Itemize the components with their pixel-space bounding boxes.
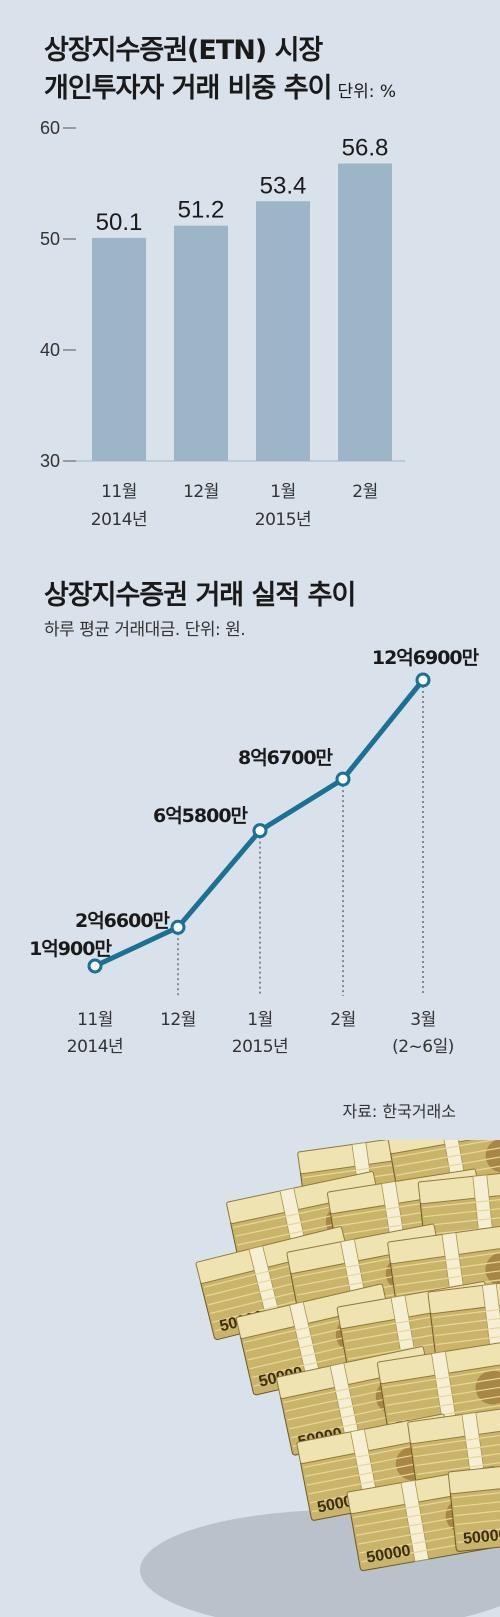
- data-point: [170, 919, 186, 935]
- bundle-edge-line: [436, 1326, 500, 1346]
- bundle-top: [195, 1226, 347, 1284]
- x-category-sublabel: (2~6일): [392, 1037, 454, 1057]
- bar-chart-title-text: 개인투자자 거래 비중 추이: [44, 73, 332, 104]
- line-chart-title: 상장지수증권 거래 실적 추이: [44, 580, 356, 611]
- x-category-sublabel: 2014년: [91, 510, 147, 530]
- bundle-edge-line: [413, 1426, 500, 1449]
- bar-chart-title-line1: 상장지수증권(ETN) 시장: [44, 35, 323, 66]
- portrait-mark: [485, 1252, 500, 1287]
- bundle-edge-line: [393, 1246, 500, 1269]
- bundle-band: [400, 1479, 430, 1562]
- bundle-edge-line: [384, 1373, 500, 1398]
- bar: [174, 225, 228, 461]
- y-tick-label: 50: [40, 229, 60, 249]
- bundle-edge-line: [395, 1264, 500, 1287]
- bundle-top: [376, 1338, 500, 1385]
- bar-chart-unit: 단위: %: [337, 82, 397, 102]
- bundle-edge-line: [455, 1508, 500, 1526]
- bundle-edge-line: [414, 1435, 500, 1458]
- bar: [92, 237, 146, 461]
- x-category-sublabel: 2014년: [67, 1037, 123, 1057]
- data-point-label: 12억6900만: [372, 647, 480, 669]
- y-tick-label: 40: [40, 340, 60, 360]
- data-point-label: 8억6700만: [238, 747, 334, 769]
- x-category-label: 1월: [247, 1010, 272, 1030]
- bar-value-label: 56.8: [342, 135, 389, 162]
- portrait-mark: [475, 1370, 500, 1405]
- bar-chart: 30 40 50 60 50.1 11월 2014년 51.2 12월 53.4 1월 2015년 56…: [40, 118, 405, 530]
- y-tick-label: 60: [40, 118, 60, 138]
- bundle-edge-line: [416, 1453, 500, 1475]
- bundle-top: [407, 1401, 500, 1445]
- bundle-edge-line: [383, 1364, 500, 1389]
- x-category-label: 12월: [183, 482, 219, 502]
- x-category-label: 2월: [352, 482, 377, 502]
- bundle-top: [417, 1166, 500, 1205]
- x-category-label: 2월: [330, 1010, 355, 1030]
- data-point: [87, 958, 103, 974]
- bundle-edge-line: [456, 1517, 500, 1535]
- banknotes-graphic: 5000050000500005000050000500005000050000…: [140, 1140, 500, 1617]
- bundle-edge-line: [457, 1526, 500, 1544]
- bundle-top: [235, 1283, 388, 1339]
- x-category-label: 11월: [77, 1010, 113, 1030]
- bundle-edge-line: [424, 1209, 500, 1227]
- data-point-label: 6억5800만: [153, 805, 249, 827]
- bundle-edge-line: [394, 1140, 500, 1167]
- bundle-edge-line: [453, 1490, 500, 1508]
- bundle-edge-line: [452, 1481, 500, 1499]
- bundle-edge-line: [422, 1191, 500, 1209]
- bundle-edge-line: [454, 1499, 500, 1517]
- x-category-sublabel: 2015년: [255, 510, 311, 530]
- bundle-top: [226, 1171, 378, 1225]
- x-category-label: 3월: [410, 1010, 435, 1030]
- bar: [256, 201, 310, 461]
- source-note: 자료: 한국거래소: [342, 1102, 456, 1121]
- bundle-top: [427, 1273, 500, 1315]
- x-category-label: 12월: [160, 1010, 196, 1030]
- x-category-label: 1월: [270, 482, 295, 502]
- data-point: [252, 823, 268, 839]
- bundle-edge-line: [394, 1255, 500, 1278]
- banknote-stack-illustration: 5000050000500005000050000500005000050000…: [0, 1140, 500, 1617]
- data-point: [335, 771, 351, 787]
- banknote-bundle: 50000: [447, 1456, 500, 1552]
- bundle-top: [447, 1456, 500, 1495]
- bundle-edge-line: [396, 1149, 500, 1176]
- bar-chart-title-line2: 개인투자자 거래 비중 추이 단위: %: [44, 66, 396, 105]
- bundle-edge-line: [432, 1299, 500, 1319]
- bundle-edge-line: [435, 1317, 500, 1337]
- bundle-edge-line: [433, 1308, 500, 1328]
- bar-value-label: 50.1: [96, 209, 143, 236]
- bar-value-label: 53.4: [260, 172, 307, 199]
- y-tick-label: 30: [40, 451, 60, 471]
- bar-value-label: 51.2: [178, 197, 225, 224]
- bundle-edge-line: [385, 1381, 500, 1406]
- data-point-label: 1억900만: [29, 938, 112, 960]
- bundle-edge-line: [393, 1140, 500, 1159]
- data-point-label: 2억6600만: [75, 910, 171, 932]
- data-point: [415, 672, 431, 688]
- bundle-top: [387, 1221, 500, 1265]
- bar: [338, 163, 392, 461]
- banknote-denomination: 50000: [462, 1526, 500, 1548]
- portrait-mark: [485, 1140, 500, 1173]
- x-category-sublabel: 2015년: [232, 1037, 288, 1057]
- bundle-top: [286, 1223, 439, 1275]
- bundle-edge-line: [415, 1444, 500, 1467]
- x-category-label: 11월: [101, 482, 137, 502]
- line-chart-subtitle: 하루 평균 거래대금. 단위: 원.: [44, 620, 246, 640]
- line-chart: 1억900만 2억6600만 6억5800만 8억6700만 12억6900만 11월 20…: [29, 647, 481, 1057]
- bundle-edge-line: [423, 1200, 500, 1218]
- bundle-edge-line: [387, 1390, 500, 1415]
- bundle-top: [386, 1140, 500, 1155]
